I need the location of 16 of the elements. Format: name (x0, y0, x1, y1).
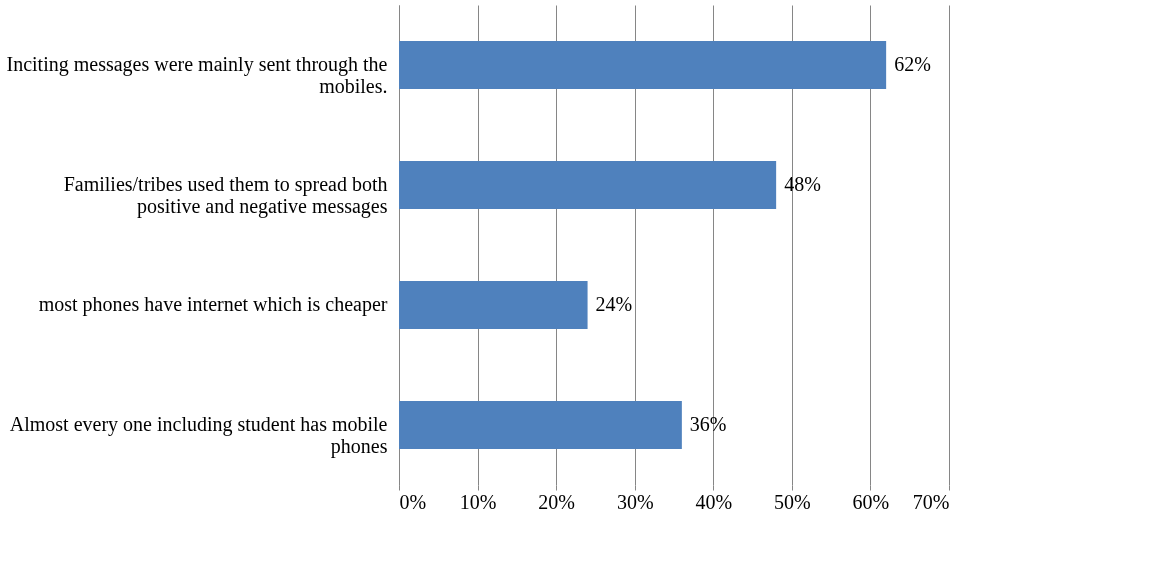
x-tick-label: 50% (774, 490, 811, 513)
x-tick-label: 0% (399, 490, 427, 513)
x-tick-label: 20% (538, 490, 575, 513)
data-label: 62% (894, 53, 931, 75)
data-label: 48% (784, 173, 821, 195)
x-tick-label: 70% (912, 490, 950, 513)
data-label: 36% (689, 413, 727, 435)
data-label: 24% (595, 293, 633, 315)
x-tick-label: 40% (695, 490, 733, 513)
y-tick-label: most phones have internet which is cheaper (38, 293, 388, 316)
y-tick-label: Families/tribes used them to spread both positive and negative messages (63, 173, 388, 218)
y-tick-label: Inciting messages were mainly sent through the mobiles. (6, 53, 388, 97)
x-tick-label: 10% (459, 490, 497, 513)
y-tick-label: Almost every one including student has mobile phones (9, 413, 388, 458)
x-tick-label: 30% (616, 490, 654, 513)
x-tick-label: 60% (852, 490, 890, 513)
